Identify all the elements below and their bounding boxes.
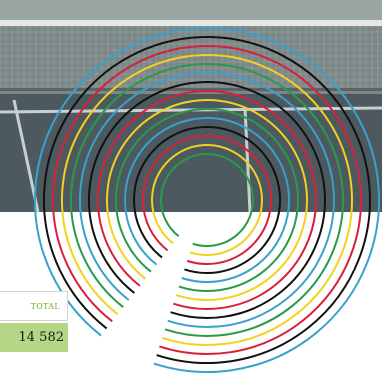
total-value: 14 582 (18, 330, 65, 345)
tennis-court-image (0, 0, 382, 212)
ring-13 (142, 135, 273, 266)
ring-6 (79, 72, 335, 328)
ring-14 (151, 144, 264, 256)
ring-15 (160, 153, 254, 247)
ring-8 (97, 90, 317, 311)
total-label-box: TOTAL (0, 291, 68, 321)
ring-10 (115, 108, 299, 292)
ring-2 (42, 35, 371, 364)
ring-3 (52, 45, 362, 355)
ring-1 (34, 27, 380, 373)
ring-12 (133, 126, 281, 274)
ring-9 (106, 99, 308, 301)
total-value-box: 14 582 (0, 323, 68, 352)
ring-4 (61, 54, 353, 346)
ring-5 (70, 62, 344, 337)
ring-11 (124, 117, 290, 283)
ring-7 (87, 81, 326, 319)
total-label: TOTAL (30, 301, 60, 311)
